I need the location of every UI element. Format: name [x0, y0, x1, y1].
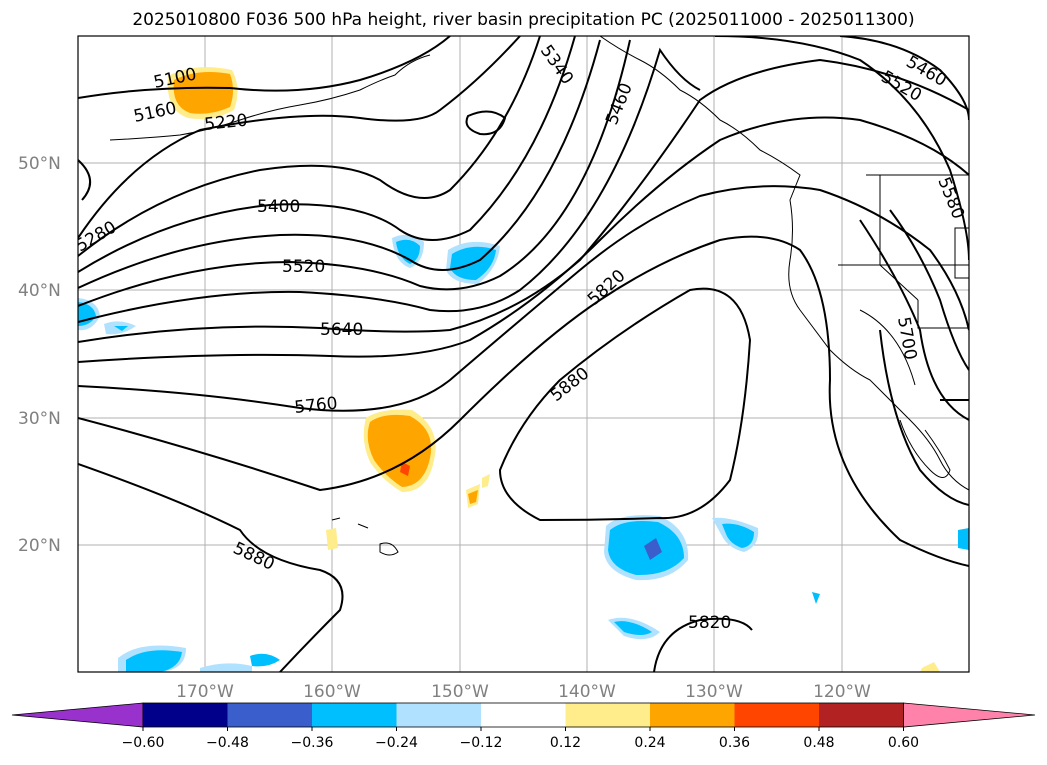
precip-negative-area	[614, 621, 652, 635]
lon-label: 150°W	[431, 682, 489, 702]
contour-label: 5820	[688, 613, 731, 633]
colorbar-tick-label: −0.60	[122, 735, 165, 751]
colorbar-segment	[734, 703, 819, 727]
contour-label: 5880	[700, 21, 743, 41]
contour-label: 5160	[132, 98, 178, 127]
colorbar-tick-label: −0.12	[460, 735, 503, 751]
colorbar-segment	[481, 703, 566, 727]
contour-label: 5220	[203, 111, 248, 135]
contour-label: 5400	[257, 197, 300, 217]
colorbar-segment	[227, 703, 312, 727]
precip-shading	[78, 67, 969, 672]
precip-negative-area	[812, 592, 820, 604]
precip-negative-area	[126, 650, 182, 672]
map-title: 2025010800 F036 500 hPa height, river ba…	[132, 10, 915, 30]
lat-label: 20°N	[18, 536, 61, 556]
lat-label: 40°N	[18, 281, 61, 301]
precip-negative-area	[958, 528, 969, 550]
colorbar-tick-label: 0.24	[634, 735, 665, 751]
contour-label: 5820	[584, 266, 630, 310]
precip-negative-area	[250, 653, 280, 667]
precip-positive-area	[920, 662, 940, 672]
precip-positive-area	[367, 414, 432, 487]
contour-label: 5760	[293, 394, 338, 418]
contour-label: 5640	[320, 320, 363, 340]
colorbar-segment	[650, 703, 735, 727]
colorbar-segment	[565, 703, 650, 727]
colorbar: −0.60 −0.48 −0.36 −0.24 −0.12 0.12 0.24 0.36 0.4…	[11, 702, 1036, 751]
colorbar-tick-label: −0.48	[206, 735, 249, 751]
map-plot-area: 5100 5160 5220 5280 5340 5400 5520 5640 …	[73, 21, 969, 672]
graticule	[78, 36, 969, 672]
contour-label: 5280	[73, 217, 120, 256]
colorbar-tick-label: 0.36	[719, 735, 750, 751]
lon-label: 140°W	[558, 682, 616, 702]
precip-positive-area	[326, 528, 338, 550]
colorbar-outline	[142, 702, 904, 728]
precip-positive-area	[400, 462, 410, 476]
colorbar-tick-label: 0.60	[888, 735, 919, 751]
precip-negative-area	[396, 239, 420, 264]
lon-label: 170°W	[176, 682, 234, 702]
precip-negative-area	[114, 326, 128, 331]
colorbar-tick-label: 0.12	[550, 735, 581, 751]
colorbar-segment	[143, 703, 228, 727]
precip-negative-area	[722, 523, 754, 548]
lon-label: 120°W	[813, 682, 871, 702]
precip-positive-area	[482, 474, 490, 488]
contour-label: 5460	[602, 80, 637, 128]
colorbar-tick-label: −0.36	[291, 735, 334, 751]
map-frame	[77, 35, 970, 673]
lon-label: 130°W	[685, 682, 743, 702]
colorbar-segment	[312, 703, 397, 727]
lat-label: 50°N	[18, 154, 61, 174]
colorbar-tick-label: 0.48	[803, 735, 834, 751]
contour-label: 5520	[282, 257, 325, 277]
colorbar-segment	[903, 702, 1036, 728]
colorbar-segment	[819, 703, 904, 727]
colorbar-segment	[11, 702, 144, 728]
contour-label: 5580	[933, 174, 968, 222]
longitude-labels: 170°W 160°W 150°W 140°W 130°W 120°W	[176, 682, 871, 702]
lon-label: 160°W	[303, 682, 361, 702]
contour-label: 5880	[547, 364, 593, 406]
precip-positive-area	[468, 490, 478, 504]
height-contours	[78, 36, 969, 672]
latitude-labels: 50°N 40°N 30°N 20°N	[18, 154, 61, 556]
precip-negative-area	[644, 538, 662, 560]
lat-label: 30°N	[18, 409, 61, 429]
colorbar-tick-label: −0.24	[375, 735, 418, 751]
precip-negative-area	[200, 663, 252, 672]
precip-positive-area	[173, 72, 233, 114]
colorbar-segment	[396, 703, 481, 727]
